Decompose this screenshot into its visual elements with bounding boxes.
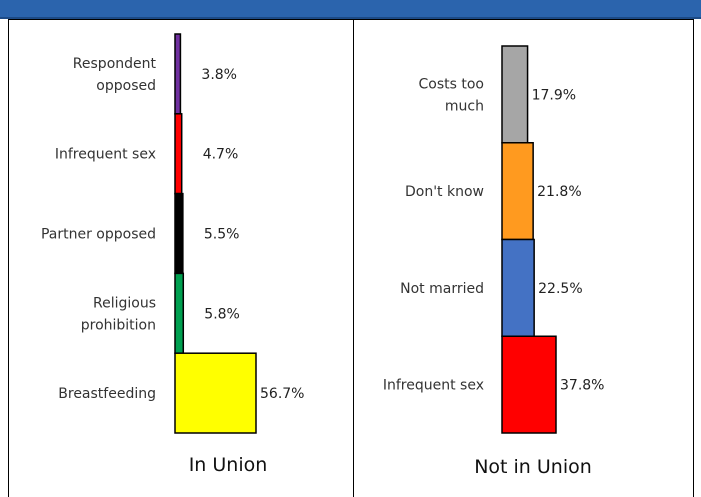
- bar-infrequent-sex: [501, 335, 557, 434]
- bar-costs-too-much: [501, 45, 529, 144]
- value-label-partner-opposed: 5.5%: [204, 227, 240, 243]
- bar-not-married: [501, 238, 535, 337]
- panel-not-in-union: Costs too much 17.9% Don't know 21.8% Not mar…: [383, 45, 604, 478]
- category-label-partner-opposed: Partner opposed: [41, 227, 156, 243]
- panel-title-in-union: In Union: [189, 454, 268, 476]
- category-label-breastfeeding: Breastfeeding: [58, 386, 156, 402]
- bar-don-t-know: [501, 142, 534, 241]
- chart-title-bar: [0, 0, 701, 19]
- value-label-not-married: 22.5%: [538, 281, 582, 297]
- category-label-respondent-opposed: Respondent opposed: [73, 56, 157, 94]
- value-label-respondent-opposed: 3.8%: [201, 67, 237, 83]
- panel-title-not-in-union: Not in Union: [474, 456, 592, 478]
- category-label-infrequent-sex: Infrequent sex: [383, 378, 484, 394]
- bar-religious-prohibition: [174, 272, 185, 354]
- value-label-breastfeeding: 56.7%: [260, 386, 304, 402]
- value-label-religious-prohibition: 5.8%: [204, 306, 240, 322]
- category-label-don-t-know: Don't know: [405, 184, 484, 200]
- value-label-costs-too-much: 17.9%: [532, 87, 576, 103]
- category-label-not-married: Not married: [400, 281, 484, 297]
- value-label-infrequent-sex: 4.7%: [203, 147, 239, 163]
- value-label-infrequent-sex: 37.8%: [560, 378, 604, 394]
- panel-in-union: Respondent opposed 3.8% Infrequent sex 4.7% P…: [41, 33, 304, 476]
- chart-frame: [8, 19, 694, 497]
- category-label-costs-too-much: Costs too much: [419, 76, 485, 114]
- bar-breastfeeding: [174, 352, 257, 434]
- value-label-don-t-know: 21.8%: [537, 184, 581, 200]
- bar-infrequent-sex: [174, 113, 183, 195]
- bar-respondent-opposed: [174, 33, 182, 115]
- category-label-religious-prohibition: Religious prohibition: [81, 295, 156, 333]
- bar-partner-opposed: [174, 192, 184, 275]
- category-label-infrequent-sex: Infrequent sex: [55, 147, 156, 163]
